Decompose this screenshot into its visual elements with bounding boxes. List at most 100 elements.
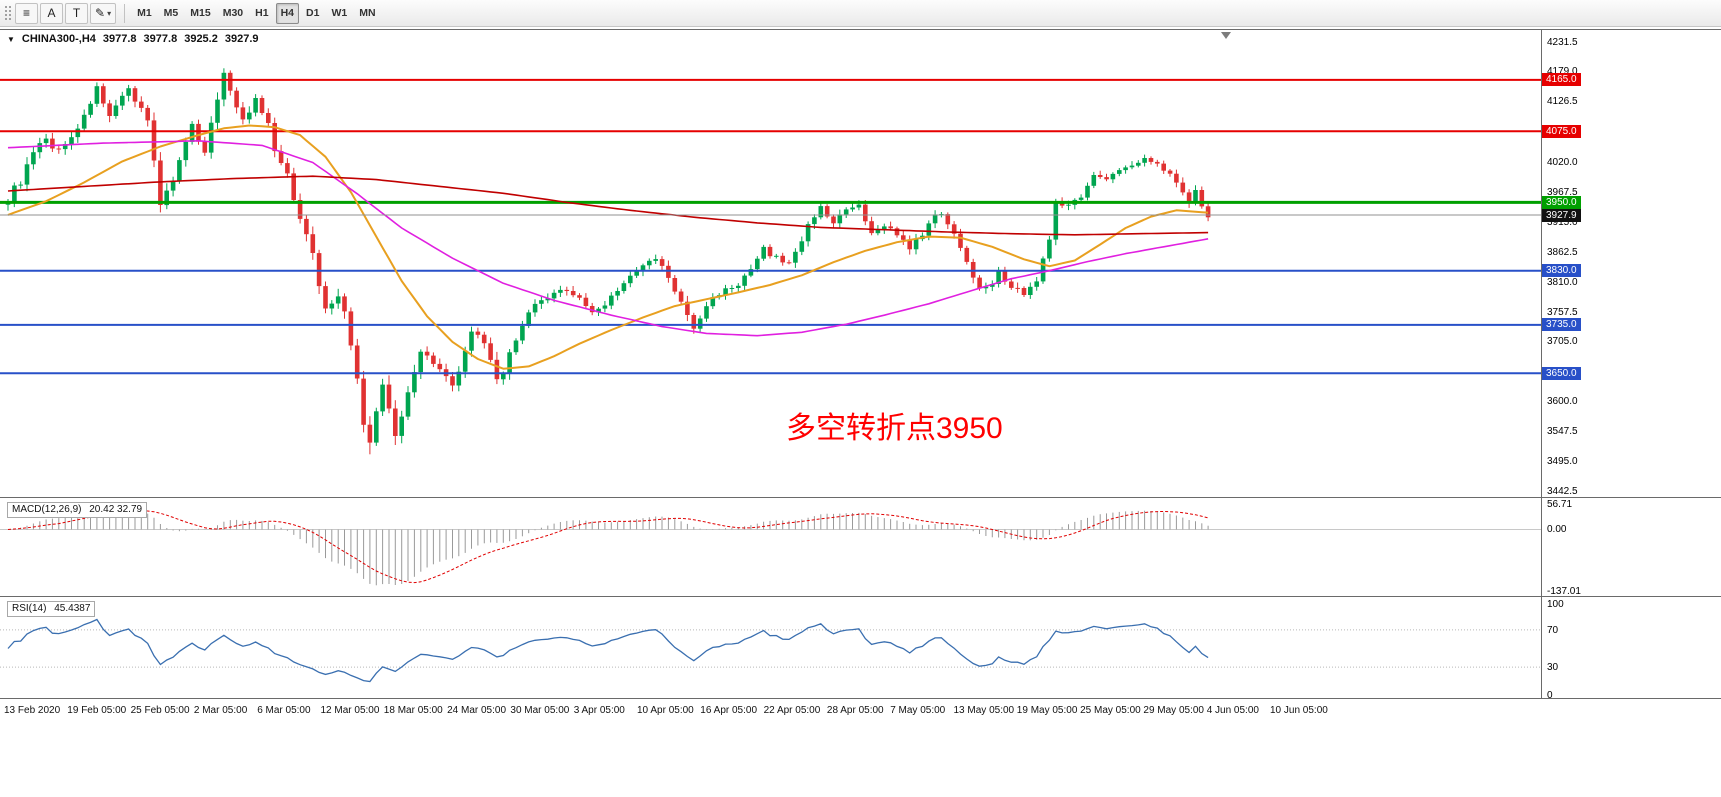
price-tick: 3705.0 (1547, 336, 1578, 348)
rsi-panel-separator[interactable] (0, 596, 1721, 597)
symbol-header: ▼ CHINA300-,H4 3977.8 3977.8 3925.2 3927… (7, 33, 259, 45)
macd-axis-min: -137.01 (1547, 586, 1581, 597)
symbol-title: CHINA300-,H4 (21, 33, 96, 45)
rsi-axis-0: 0 (1547, 690, 1553, 701)
price-tick: 3495.0 (1547, 456, 1578, 468)
price-axis[interactable]: 4231.5 4179.0 4126.5 4020.0 3967.5 3915.0 3862… (1542, 30, 1720, 701)
macd-panel-separator[interactable] (0, 497, 1721, 498)
timeframe-d1[interactable]: D1 (301, 3, 324, 24)
chart-annotation-text[interactable]: 多空转折点3950 (786, 412, 1003, 445)
toolbar-icon-group: ≡ A T ✎ ▾ (15, 2, 118, 24)
text-label-button[interactable]: A (40, 2, 63, 24)
chart-window: ▼ CHINA300-,H4 3977.8 3977.8 3925.2 3927… (0, 27, 1721, 797)
price-tick: 3810.0 (1547, 276, 1578, 288)
time-label: 19 May 05:00 (1016, 705, 1078, 716)
price-badge-3830.0: 3830.0 (1542, 264, 1581, 278)
price-badge-4165.0: 4165.0 (1542, 73, 1581, 87)
price-badge-4075.0: 4075.0 (1542, 124, 1581, 138)
toolbar-grip[interactable] (3, 4, 11, 22)
timeframe-m1[interactable]: M1 (132, 3, 157, 24)
time-label: 10 Apr 05:00 (637, 705, 694, 716)
ohlc-high: 3977.8 (143, 33, 178, 45)
timeframe-h4[interactable]: H4 (275, 2, 300, 24)
ohlc-low: 3925.2 (184, 33, 218, 45)
time-label: 22 Apr 05:00 (763, 705, 821, 716)
price-tick: 3442.5 (1547, 486, 1578, 497)
draw-pencil-button[interactable]: ✎ ▾ (90, 2, 117, 24)
slow-ma-line (7, 175, 1209, 236)
time-label: 16 Apr 05:00 (700, 705, 758, 716)
line-studies-icon[interactable]: ≡ (15, 2, 38, 24)
time-label: 3 Apr 05:00 (573, 705, 625, 716)
timeframe-m5[interactable]: M5 (159, 3, 184, 24)
price-tick: 3600.0 (1547, 396, 1578, 408)
chart-top-border (0, 29, 1721, 30)
price-tick: 4179.0 (1547, 66, 1578, 78)
time-label: 10 Jun 05:00 (1270, 705, 1328, 716)
timeframe-h1[interactable]: H1 (250, 3, 273, 24)
symbol-caret-icon: ▼ (7, 34, 15, 44)
time-label: 12 Mar 05:00 (320, 705, 380, 716)
macd-axis-zero: 0.00 (1547, 524, 1567, 536)
rsi-axis-30: 30 (1547, 662, 1559, 674)
price-tick: 4231.5 (1547, 36, 1578, 48)
price-tick: 4020.0 (1547, 157, 1578, 168)
timeframe-mn[interactable]: MN (354, 3, 380, 24)
timeframe-m30[interactable]: M30 (218, 3, 248, 24)
time-label: 18 Mar 05:00 (383, 705, 443, 716)
price-tick: 3757.5 (1547, 306, 1578, 318)
ohlc-open: 3977.8 (102, 33, 137, 45)
price-axis-border (1541, 30, 1542, 698)
price-tick: 3915.0 (1547, 216, 1578, 228)
rsi-axis-70: 70 (1547, 624, 1559, 636)
price-tick: 3967.5 (1547, 186, 1578, 198)
time-label: 7 May 05:00 (890, 705, 946, 716)
time-label: 25 May 05:00 (1080, 705, 1141, 716)
timeframe-w1[interactable]: W1 (326, 3, 352, 24)
time-label: 24 Mar 05:00 (447, 705, 507, 716)
time-label: 30 Mar 05:00 (510, 705, 570, 716)
timeframe-m15[interactable]: M15 (185, 3, 215, 24)
macd-values: 20.42 32.79 (89, 504, 143, 515)
dropdown-caret-icon: ▾ (107, 8, 112, 18)
macd-indicator-label: MACD(12,26,9) 20.42 32.79 (7, 502, 148, 518)
time-label: 4 Jun 05:00 (1206, 705, 1259, 716)
fast-ma-line (7, 124, 1209, 370)
candles-layer (5, 68, 1211, 455)
macd-axis-max: 56.71 (1547, 499, 1573, 510)
time-label: 25 Feb 05:00 (130, 705, 190, 716)
macd-panel-canvas[interactable] (0, 499, 1541, 596)
main-chart-canvas[interactable] (0, 30, 1541, 497)
rsi-line (7, 618, 1209, 683)
price-badge-3950.0: 3950.0 (1542, 195, 1581, 209)
toolbar-separator (124, 3, 126, 23)
time-axis[interactable]: 13 Feb 2020 19 Feb 05:00 25 Feb 05:00 2 Mar… (0, 698, 1721, 726)
time-label: 2 Mar 05:00 (193, 705, 248, 716)
time-label: 13 May 05:00 (953, 705, 1015, 716)
rsi-value: 45.4387 (54, 603, 91, 614)
macd-signal-line (7, 510, 1209, 584)
toolbar: ≡ A T ✎ ▾ M1 M5 M15 M30 H1 H4 D1 W1 MN (0, 0, 1721, 27)
ohlc-close: 3927.9 (224, 33, 259, 45)
timeframe-group: M1 M5 M15 M30 H1 H4 D1 W1 MN (131, 2, 381, 24)
rsi-name: RSI(14) (12, 603, 47, 614)
rsi-indicator-label: RSI(14) 45.4387 (7, 601, 96, 617)
text-box-button[interactable]: T (65, 2, 88, 24)
rsi-panel-canvas[interactable] (0, 598, 1541, 698)
medium-ma-line (7, 140, 1209, 337)
rsi-axis-100: 100 (1547, 599, 1564, 610)
macd-histogram (13, 510, 1209, 586)
macd-name: MACD(12,26,9) (12, 504, 82, 515)
current-price-badge: 3927.9 (1542, 208, 1581, 222)
time-label: 19 Feb 05:00 (67, 705, 127, 716)
price-tick: 3547.5 (1547, 426, 1578, 438)
price-badge-3650.0: 3650.0 (1542, 366, 1581, 380)
chart-shift-marker-icon (1221, 32, 1231, 39)
time-label: 6 Mar 05:00 (257, 705, 311, 716)
time-label: 28 Apr 05:00 (826, 705, 884, 716)
time-label: 29 May 05:00 (1143, 705, 1204, 716)
time-label: 13 Feb 2020 (4, 705, 61, 716)
price-tick: 3862.5 (1547, 246, 1578, 258)
price-tick: 4126.5 (1547, 96, 1578, 108)
price-badge-3735.0: 3735.0 (1542, 318, 1581, 332)
